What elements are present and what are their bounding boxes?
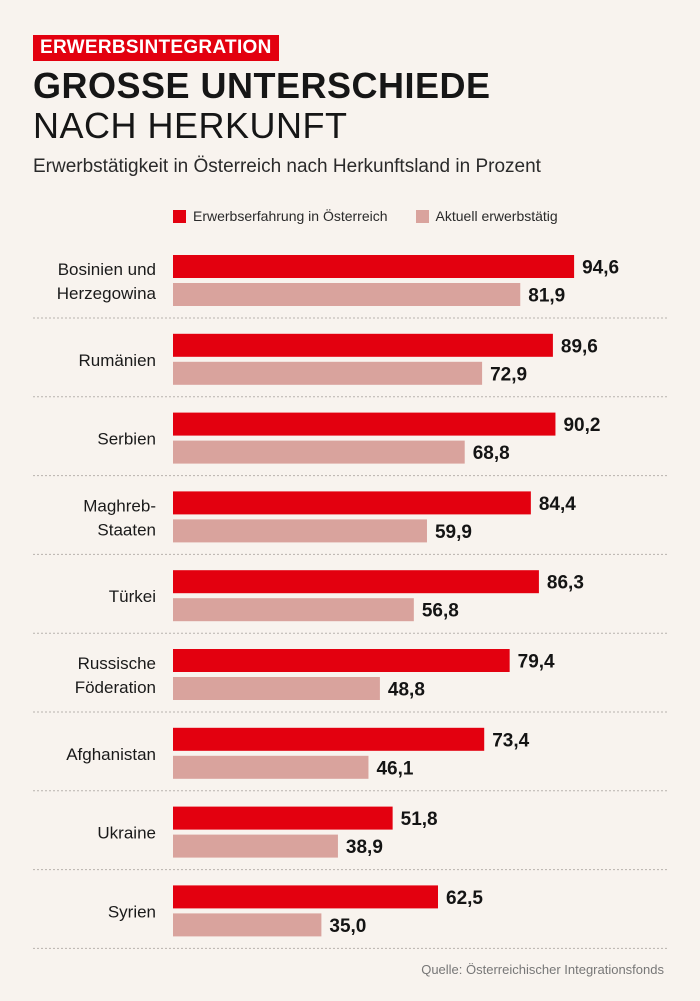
value-label: 68,8 [473, 443, 510, 464]
value-label: 73,4 [492, 730, 529, 751]
category-label: Serbien [97, 430, 156, 449]
bar-series1 [173, 727, 485, 751]
value-label: 56,8 [422, 601, 459, 622]
legend-swatch-series1 [173, 209, 186, 223]
bar-series1 [173, 570, 539, 594]
value-label: 38,9 [346, 837, 383, 858]
value-label: 48,8 [388, 680, 425, 701]
category-label: Föderation [75, 678, 156, 697]
category-label: Afghanistan [66, 745, 156, 764]
legend-item-series2: Aktuell erwerbstätig [415, 208, 558, 224]
category-label: Türkei [109, 587, 156, 606]
bar-series2 [173, 913, 322, 937]
value-label: 81,9 [528, 286, 565, 307]
value-label: 84,4 [539, 494, 576, 515]
category-label: Syrien [108, 902, 156, 921]
bar-series1 [173, 885, 438, 909]
category-label: Rumänien [79, 351, 157, 370]
source-note: Quelle: Österreichischer Integrationsfon… [421, 962, 664, 977]
bar-series2 [173, 598, 414, 622]
bar-series2 [173, 283, 521, 306]
value-label: 86,3 [547, 573, 584, 594]
category-label: Bosinien und [58, 260, 156, 279]
value-label: 79,4 [518, 652, 555, 673]
value-label: 35,0 [329, 916, 366, 937]
legend-swatch-series2 [415, 209, 429, 223]
chart-legend: Erwerbserfahrung in Österreich Aktuell e… [173, 208, 586, 224]
bar-series2 [173, 677, 380, 700]
bar-series2 [173, 440, 465, 464]
bar-series1 [173, 806, 393, 830]
category-label: Staaten [97, 520, 156, 539]
bar-series1 [173, 412, 556, 436]
bar-series1 [173, 333, 553, 357]
category-label: Russische [78, 654, 156, 673]
value-label: 62,5 [446, 888, 483, 909]
bar-series1 [173, 255, 575, 278]
value-label: 46,1 [376, 758, 413, 779]
value-label: 72,9 [490, 364, 527, 385]
value-label: 94,6 [582, 258, 619, 279]
value-label: 51,8 [401, 809, 438, 830]
value-label: 59,9 [435, 522, 472, 543]
bar-series1 [173, 491, 531, 515]
value-label: 90,2 [563, 415, 600, 436]
kicker-label: ERWERBSINTEGRATION [33, 35, 279, 61]
bar-series1 [173, 649, 510, 672]
bar-series2 [173, 834, 338, 858]
category-label: Maghreb- [83, 496, 156, 515]
value-label: 89,6 [561, 336, 598, 357]
bar-series2 [173, 361, 483, 385]
bar-series2 [173, 755, 369, 779]
page-title-line2: NACH HERKUNFT [33, 105, 348, 146]
legend-item-series1: Erwerbserfahrung in Österreich [173, 208, 388, 224]
page-title: GROSSE UNTERSCHIEDE [33, 65, 491, 106]
bar-series2 [173, 519, 427, 543]
legend-label-series1: Erwerbserfahrung in Österreich [193, 208, 388, 224]
category-label: Ukraine [97, 824, 156, 843]
category-label: Herzegowina [57, 284, 157, 303]
legend-label-series2: Aktuell erwerbstätig [435, 208, 558, 224]
chart-subtitle: Erwerbstätigkeit in Österreich nach Herk… [33, 156, 541, 177]
